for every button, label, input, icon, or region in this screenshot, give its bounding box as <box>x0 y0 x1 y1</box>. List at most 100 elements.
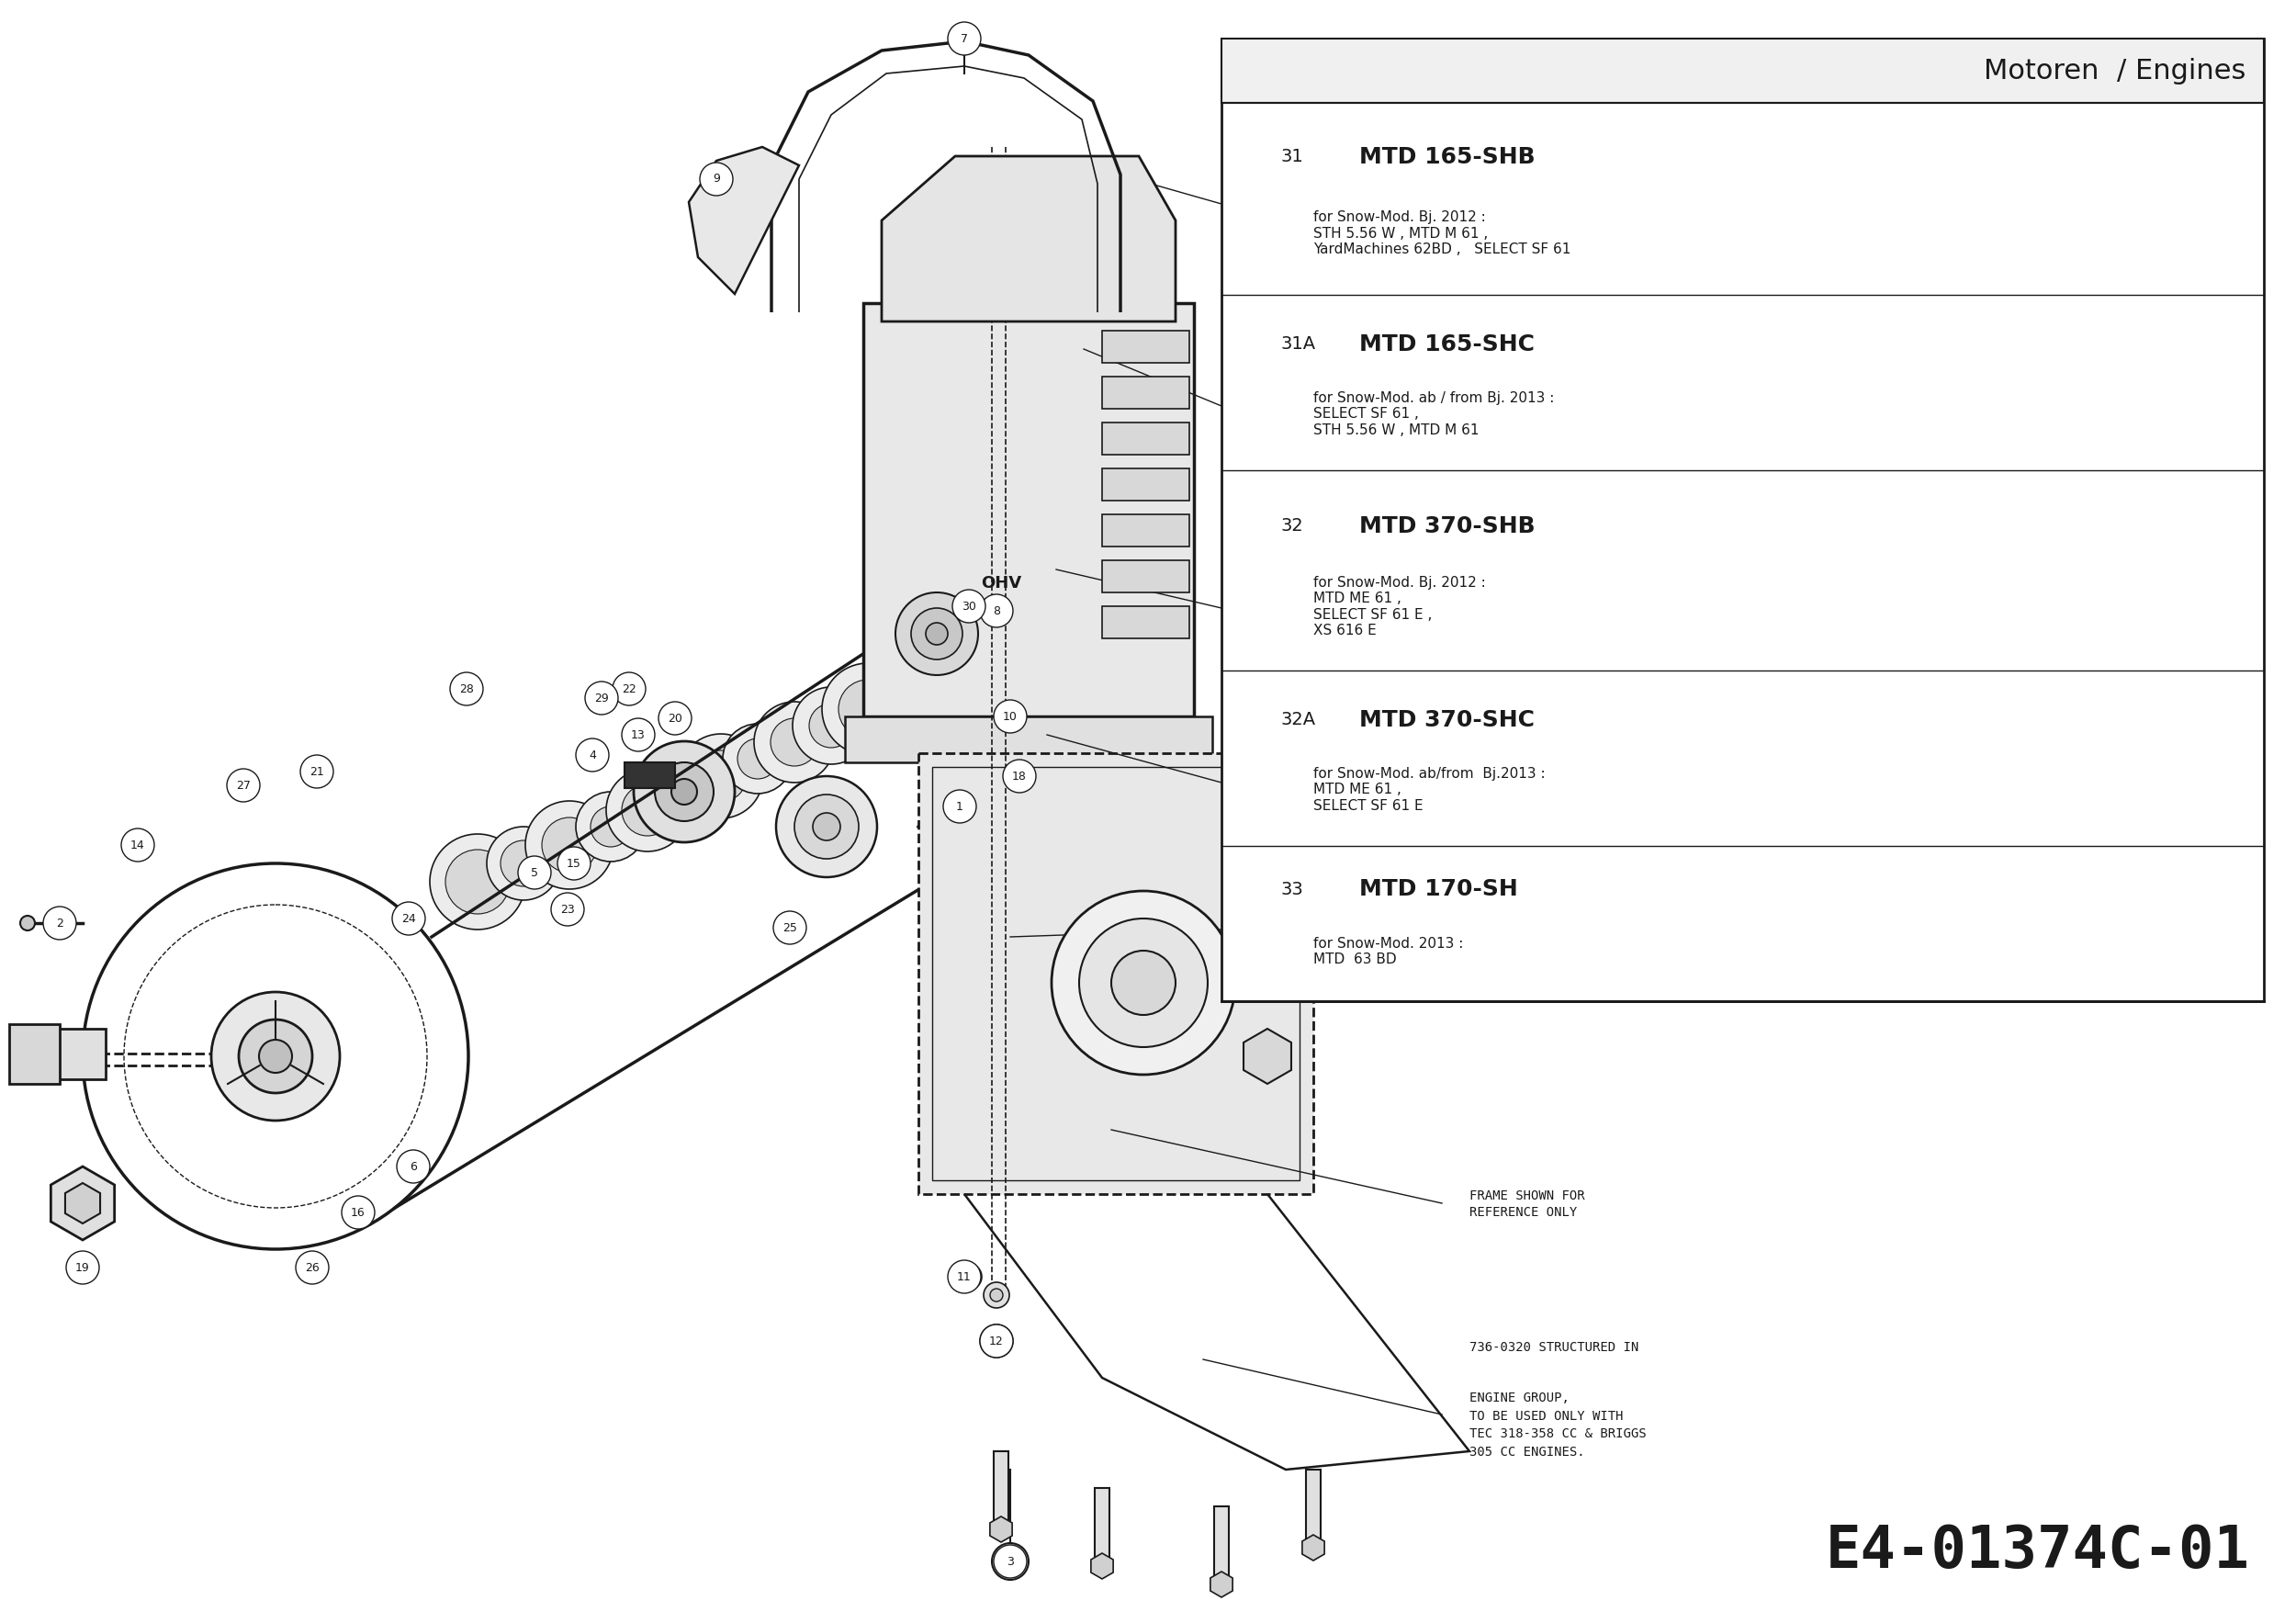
Circle shape <box>44 907 76 940</box>
Text: 31: 31 <box>1281 148 1304 166</box>
Circle shape <box>259 1040 292 1073</box>
Circle shape <box>622 784 673 836</box>
Circle shape <box>838 680 898 738</box>
Text: 2: 2 <box>55 917 64 928</box>
Circle shape <box>342 1196 374 1229</box>
Circle shape <box>301 755 333 789</box>
Circle shape <box>501 841 546 886</box>
Circle shape <box>590 807 631 847</box>
Circle shape <box>551 893 583 925</box>
Text: 31A: 31A <box>1281 336 1316 352</box>
Text: 22: 22 <box>622 683 636 695</box>
Circle shape <box>925 623 948 644</box>
Circle shape <box>664 771 705 812</box>
Circle shape <box>526 800 613 889</box>
Circle shape <box>948 1259 980 1294</box>
Text: 32A: 32A <box>1281 711 1316 729</box>
Circle shape <box>953 31 976 54</box>
Text: 6: 6 <box>409 1160 418 1172</box>
Circle shape <box>822 664 914 755</box>
Bar <box>1095 1488 1109 1561</box>
Bar <box>994 1451 1008 1524</box>
Circle shape <box>895 592 978 675</box>
Text: 23: 23 <box>560 904 574 915</box>
Polygon shape <box>882 156 1176 321</box>
Text: MTD 370-SHB: MTD 370-SHB <box>1359 514 1536 537</box>
Circle shape <box>980 1324 1013 1357</box>
Text: 1: 1 <box>955 800 964 813</box>
Text: 25: 25 <box>783 922 797 933</box>
Text: 30: 30 <box>962 601 976 612</box>
Bar <box>1102 469 1189 500</box>
Bar <box>1102 331 1189 364</box>
Text: 11: 11 <box>957 1271 971 1282</box>
Circle shape <box>990 1289 1003 1302</box>
Bar <box>1102 377 1189 409</box>
Circle shape <box>211 992 340 1120</box>
Text: 4: 4 <box>588 750 597 761</box>
Circle shape <box>450 672 482 706</box>
Circle shape <box>558 847 590 880</box>
Text: MTD 165-SHB: MTD 165-SHB <box>1359 146 1536 167</box>
Circle shape <box>980 1324 1013 1357</box>
Text: MTD 370-SHC: MTD 370-SHC <box>1359 709 1534 730</box>
Circle shape <box>955 1264 983 1290</box>
Text: 15: 15 <box>567 857 581 870</box>
Circle shape <box>296 1251 328 1284</box>
Circle shape <box>606 769 689 852</box>
Text: 24: 24 <box>402 912 416 925</box>
Circle shape <box>650 756 719 826</box>
Circle shape <box>576 792 645 862</box>
Text: 12: 12 <box>990 1336 1003 1347</box>
Circle shape <box>613 672 645 706</box>
Circle shape <box>67 1251 99 1284</box>
Text: MTD 170-SH: MTD 170-SH <box>1359 878 1518 901</box>
Circle shape <box>953 589 985 623</box>
Text: 9: 9 <box>712 174 721 185</box>
Circle shape <box>122 828 154 862</box>
Bar <box>1102 514 1189 547</box>
Bar <box>18 1029 106 1079</box>
Circle shape <box>393 902 425 935</box>
Bar <box>845 716 1212 763</box>
Text: 3: 3 <box>1006 1555 1015 1568</box>
Circle shape <box>723 724 792 794</box>
Text: for Snow-Mod. 2013 :
MTD  63 BD: for Snow-Mod. 2013 : MTD 63 BD <box>1313 936 1463 966</box>
Circle shape <box>1013 268 1045 302</box>
Circle shape <box>794 795 859 859</box>
Circle shape <box>429 834 526 930</box>
Circle shape <box>792 687 870 764</box>
Circle shape <box>1052 891 1235 1074</box>
Text: 20: 20 <box>668 712 682 724</box>
Text: Motoren  / Engines: Motoren / Engines <box>1984 57 2245 84</box>
Text: for Snow-Mod. ab / from Bj. 2013 :
SELECT SF 61 ,
STH 5.56 W , MTD M 61: for Snow-Mod. ab / from Bj. 2013 : SELEC… <box>1313 391 1554 437</box>
Circle shape <box>700 162 732 196</box>
Circle shape <box>1001 256 1056 312</box>
Text: 16: 16 <box>351 1206 365 1219</box>
Circle shape <box>634 742 735 842</box>
Circle shape <box>771 719 817 766</box>
Bar <box>1306 1469 1320 1543</box>
Text: OHV: OHV <box>980 575 1022 591</box>
Bar <box>625 763 675 789</box>
Circle shape <box>654 763 714 821</box>
Text: E4-01374C-01: E4-01374C-01 <box>1825 1522 2250 1579</box>
Text: 8: 8 <box>992 605 1001 617</box>
Circle shape <box>870 657 939 727</box>
Polygon shape <box>689 148 799 294</box>
Circle shape <box>1079 919 1208 1047</box>
Circle shape <box>585 682 618 714</box>
Circle shape <box>622 719 654 751</box>
Bar <box>918 753 1313 1195</box>
Circle shape <box>576 738 608 771</box>
Circle shape <box>519 855 551 889</box>
Circle shape <box>916 651 967 701</box>
Text: 14: 14 <box>131 839 145 850</box>
Text: 21: 21 <box>310 766 324 777</box>
Text: 13: 13 <box>631 729 645 740</box>
Text: 27: 27 <box>236 779 250 792</box>
Text: 5: 5 <box>530 867 537 878</box>
Circle shape <box>948 23 980 55</box>
Bar <box>863 304 1194 716</box>
Bar <box>1215 1506 1228 1579</box>
